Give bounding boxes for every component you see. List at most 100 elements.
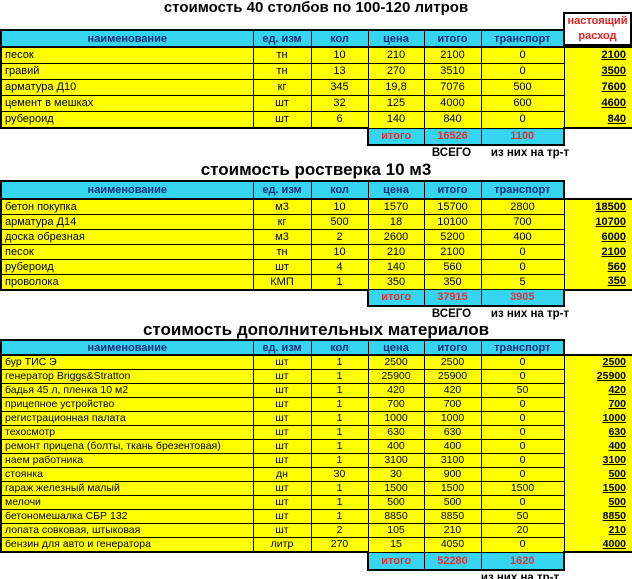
cell-actual-expense[interactable]: 1000 bbox=[563, 411, 632, 426]
cell-transport[interactable]: 0 bbox=[480, 411, 565, 426]
cell-actual-expense[interactable]: 400 bbox=[563, 439, 632, 454]
cell-total[interactable]: 420 bbox=[423, 383, 482, 398]
cell-unit[interactable]: шт bbox=[252, 397, 312, 412]
cell-unit[interactable]: шт bbox=[252, 111, 312, 129]
totals-label-cell[interactable]: итого bbox=[367, 127, 425, 146]
cell-qty[interactable]: 32 bbox=[310, 95, 369, 112]
cell-name[interactable]: цемент в мешках bbox=[0, 95, 254, 112]
cell-total[interactable]: 2100 bbox=[423, 243, 482, 260]
cell-qty[interactable]: 13 bbox=[310, 63, 369, 80]
cell-unit[interactable]: шт bbox=[252, 509, 312, 524]
cell-qty[interactable]: 1 bbox=[310, 425, 369, 440]
totals-sum-cell[interactable]: 37915 bbox=[423, 289, 482, 307]
cell-price[interactable]: 140 bbox=[367, 258, 425, 275]
cell-actual-expense[interactable]: 560 bbox=[563, 259, 632, 274]
cell-total[interactable]: 840 bbox=[423, 111, 482, 129]
cell-price[interactable]: 30 bbox=[367, 467, 425, 482]
column-header-1[interactable]: ед. изм bbox=[252, 179, 312, 200]
cell-qty[interactable]: 270 bbox=[310, 537, 369, 553]
cell-name[interactable]: рубероид bbox=[0, 258, 254, 275]
column-header-4[interactable]: итого bbox=[423, 29, 482, 48]
cell-name[interactable]: лопата совковая, штыковая bbox=[0, 523, 254, 538]
cell-transport[interactable]: 0 bbox=[480, 63, 565, 80]
cell-unit[interactable]: шт bbox=[252, 495, 312, 510]
cell-price[interactable]: 630 bbox=[367, 425, 425, 440]
column-header-5[interactable]: транспорт bbox=[480, 29, 565, 48]
totals-label-cell[interactable]: итого bbox=[367, 551, 425, 571]
cell-price[interactable]: 400 bbox=[367, 439, 425, 454]
cell-price[interactable]: 125 bbox=[367, 95, 425, 112]
cell-total[interactable]: 4050 bbox=[423, 537, 482, 553]
cell-unit[interactable]: шт bbox=[252, 453, 312, 468]
cell-qty[interactable]: 2 bbox=[310, 228, 369, 245]
cell-total[interactable]: 1000 bbox=[423, 411, 482, 426]
cell-transport[interactable]: 50 bbox=[480, 383, 565, 398]
cell-qty[interactable]: 1 bbox=[310, 439, 369, 454]
cell-price[interactable]: 420 bbox=[367, 383, 425, 398]
cell-total[interactable]: 7076 bbox=[423, 79, 482, 96]
cell-name[interactable]: бензин для авто и генератора bbox=[0, 537, 254, 553]
cell-qty[interactable]: 1 bbox=[310, 411, 369, 426]
cell-unit[interactable]: шт bbox=[252, 354, 312, 370]
cell-transport[interactable]: 0 bbox=[480, 111, 565, 129]
cell-price[interactable]: 1570 bbox=[367, 198, 425, 215]
column-header-3[interactable]: цена bbox=[367, 29, 425, 48]
cell-name[interactable]: бетон покупка bbox=[0, 198, 254, 215]
cell-total[interactable]: 210 bbox=[423, 523, 482, 538]
cell-actual-expense[interactable]: 700 bbox=[563, 397, 632, 412]
cell-qty[interactable]: 10 bbox=[310, 46, 369, 64]
cell-actual-expense[interactable]: 3500 bbox=[563, 63, 632, 80]
cell-price[interactable]: 2600 bbox=[367, 228, 425, 245]
cell-total[interactable]: 2100 bbox=[423, 46, 482, 64]
cell-unit[interactable]: шт bbox=[252, 383, 312, 398]
cell-transport[interactable]: 0 bbox=[480, 537, 565, 553]
column-header-1[interactable]: ед. изм bbox=[252, 29, 312, 48]
cell-total[interactable]: 8850 bbox=[423, 509, 482, 524]
cell-name[interactable]: арматура Д14 bbox=[0, 213, 254, 230]
column-header-5[interactable]: транспорт bbox=[480, 179, 565, 200]
cell-transport[interactable]: 0 bbox=[480, 425, 565, 440]
cell-unit[interactable]: литр bbox=[252, 537, 312, 553]
cell-transport[interactable]: 1500 bbox=[480, 481, 565, 496]
cell-transport[interactable]: 600 bbox=[480, 95, 565, 112]
cell-total[interactable]: 700 bbox=[423, 397, 482, 412]
cell-qty[interactable]: 2 bbox=[310, 523, 369, 538]
cell-price[interactable]: 1000 bbox=[367, 411, 425, 426]
cell-unit[interactable]: шт bbox=[252, 481, 312, 496]
cell-qty[interactable]: 6 bbox=[310, 111, 369, 129]
cell-unit[interactable]: тн bbox=[252, 243, 312, 260]
cell-unit[interactable]: шт bbox=[252, 95, 312, 112]
cell-unit[interactable]: шт bbox=[252, 425, 312, 440]
cell-qty[interactable]: 345 bbox=[310, 79, 369, 96]
cell-qty[interactable]: 1 bbox=[310, 509, 369, 524]
cell-total[interactable]: 3510 bbox=[423, 63, 482, 80]
cell-actual-expense[interactable]: 420 bbox=[563, 383, 632, 398]
cell-qty[interactable]: 1 bbox=[310, 481, 369, 496]
column-header-5[interactable]: транспорт bbox=[480, 339, 565, 356]
column-header-0[interactable]: наименование bbox=[0, 179, 254, 200]
cell-qty[interactable]: 1 bbox=[310, 383, 369, 398]
cell-unit[interactable]: м3 bbox=[252, 198, 312, 215]
cell-name[interactable]: регистрационная палата bbox=[0, 411, 254, 426]
cell-qty[interactable]: 1 bbox=[310, 495, 369, 510]
cell-total[interactable]: 25900 bbox=[423, 369, 482, 384]
cell-unit[interactable]: шт bbox=[252, 523, 312, 538]
cell-price[interactable]: 18 bbox=[367, 213, 425, 230]
totals-label-cell[interactable]: итого bbox=[367, 289, 425, 307]
cell-name[interactable]: бадья 45 л, пленка 10 м2 bbox=[0, 383, 254, 398]
cell-unit[interactable]: дн bbox=[252, 467, 312, 482]
cell-qty[interactable]: 10 bbox=[310, 243, 369, 260]
cell-qty[interactable]: 1 bbox=[310, 354, 369, 370]
cell-qty[interactable]: 1 bbox=[310, 273, 369, 291]
cell-name[interactable]: генератор Briggs&Stratton bbox=[0, 369, 254, 384]
cell-price[interactable]: 8850 bbox=[367, 509, 425, 524]
column-header-1[interactable]: ед. изм bbox=[252, 339, 312, 356]
cell-price[interactable]: 2500 bbox=[367, 354, 425, 370]
cell-actual-expense[interactable]: 8850 bbox=[563, 509, 632, 524]
cell-actual-expense[interactable]: 500 bbox=[563, 467, 632, 482]
cell-total[interactable]: 4000 bbox=[423, 95, 482, 112]
cell-name[interactable]: доска обрезная bbox=[0, 228, 254, 245]
cell-transport[interactable]: 50 bbox=[480, 509, 565, 524]
column-header-4[interactable]: итого bbox=[423, 339, 482, 356]
cell-qty[interactable]: 1 bbox=[310, 453, 369, 468]
